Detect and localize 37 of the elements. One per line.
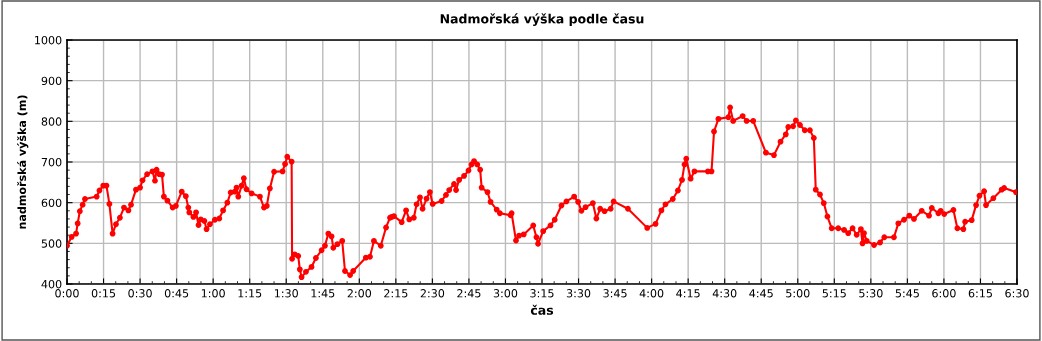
y-tick-label: 1000 [35,35,62,45]
x-tick-label: 2:30 [420,289,445,298]
x-tick-label: 3:00 [493,289,518,298]
x-tick-label: 4:00 [639,289,664,298]
y-axis-title: nadmořská výška (m) [17,95,29,229]
y-tick-label: 700 [41,157,62,167]
x-tick-label: 1:30 [274,289,298,298]
x-tick-label: 5:45 [895,289,919,298]
x-tick-label: 3:15 [530,289,554,298]
x-tick-label: 2:00 [347,289,372,298]
x-axis-title: čas [530,304,554,315]
x-tick-label: 2:15 [384,289,408,298]
x-tick-label: 6:00 [932,289,956,298]
x-tick-label: 3:45 [603,289,627,298]
x-tick-label: 2:45 [457,289,481,298]
y-tick-label: 900 [41,76,62,86]
y-tick-label: 600 [41,198,62,208]
x-tick-label: 4:45 [749,289,773,298]
y-tick-label: 800 [41,117,62,126]
x-tick-label: 0:15 [91,289,116,298]
x-tick-label: 0:00 [55,289,79,298]
x-tick-label: 6:15 [968,289,992,298]
x-tick-label: 5:30 [859,289,883,298]
x-tick-label: 1:45 [311,289,335,298]
x-tick-label: 3:30 [566,289,591,298]
x-tick-label: 6:30 [1005,289,1029,298]
x-tick-label: 1:00 [201,289,225,298]
y-tick-label: 400 [41,279,62,289]
x-tick-label: 4:30 [712,289,737,298]
x-tick-label: 1:15 [238,289,262,298]
x-tick-label: 0:30 [128,289,152,298]
chart-title: Nadmořská výška podle času [440,13,644,27]
x-tick-label: 0:45 [164,289,189,298]
y-tick-label: 500 [41,239,62,248]
x-tick-label: 4:15 [676,289,700,298]
x-tick-label: 5:00 [786,289,810,298]
x-tick-label: 5:15 [822,289,846,298]
